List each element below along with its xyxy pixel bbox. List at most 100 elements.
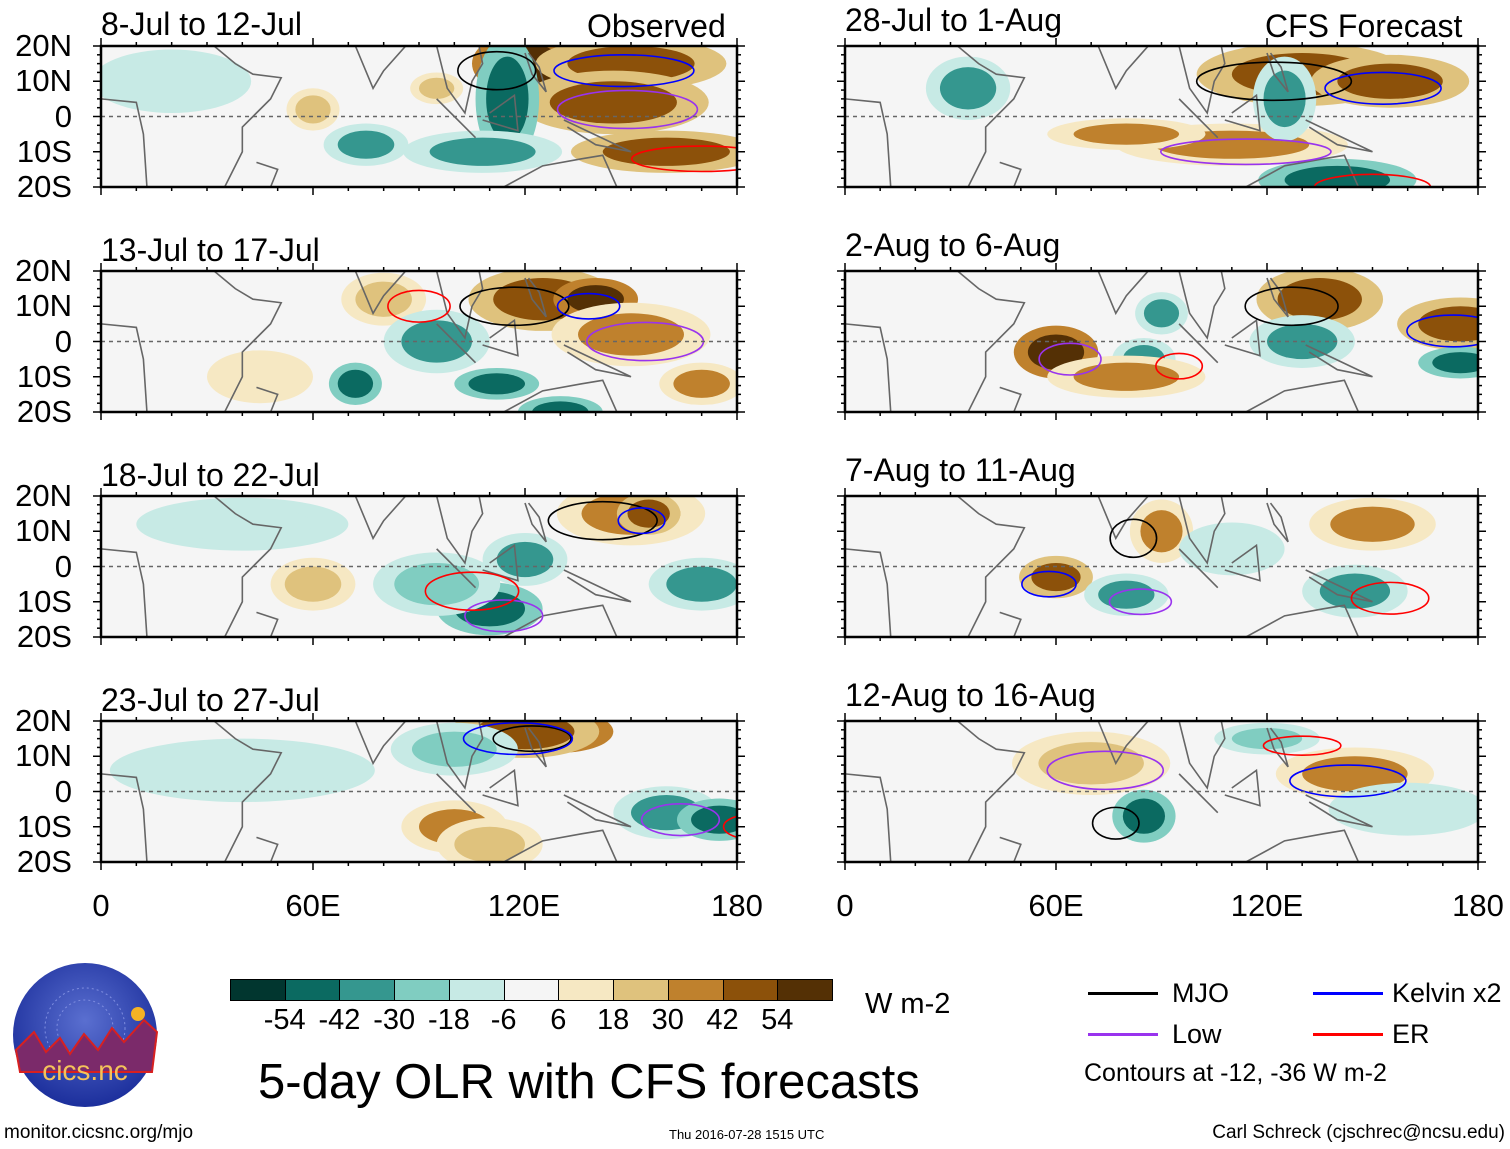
lat-label: 0 — [54, 98, 72, 134]
olr-anomaly — [171, 506, 313, 542]
lat-label: 10N — [15, 513, 72, 549]
map-panel — [837, 713, 1486, 870]
panel-title-6: 2-Aug to 6-Aug — [845, 227, 1061, 263]
map-panel — [837, 488, 1486, 645]
olr-anomaly — [486, 56, 529, 142]
map-panel — [93, 488, 745, 645]
olr-anomaly — [1418, 306, 1478, 342]
colorbar-label: 18 — [596, 1004, 630, 1036]
olr-anomaly — [337, 369, 374, 398]
olr-anomaly — [337, 130, 395, 159]
lon-label: 120E — [487, 888, 561, 923]
olr-anomaly — [691, 805, 737, 834]
olr-anomaly — [355, 281, 412, 317]
legend-er-label: ER — [1392, 1019, 1430, 1049]
lat-label: 10S — [16, 358, 72, 394]
olr-anomaly — [1038, 742, 1144, 785]
lat-label: 0 — [54, 773, 72, 809]
olr-anomaly — [673, 369, 730, 398]
map-panel — [837, 263, 1486, 420]
colorbar-swatch — [613, 979, 669, 1001]
wave-contour — [553, 54, 695, 88]
wave-contour — [464, 599, 544, 633]
observed-label: Observed — [587, 8, 726, 44]
figure-title: 5-day OLR with CFS forecasts — [258, 1055, 920, 1109]
wave-contour — [617, 507, 666, 535]
colorbar-label: -30 — [373, 1004, 416, 1036]
olr-anomaly — [1277, 278, 1362, 321]
colorbar-label: 30 — [651, 1004, 684, 1036]
wave-contour — [462, 721, 574, 756]
wave-contour — [1406, 314, 1478, 348]
lat-label: 20S — [16, 394, 72, 429]
legend-kelvin-label: Kelvin x2 — [1392, 978, 1502, 1008]
olr-anomaly — [1302, 756, 1408, 792]
olr-anomaly — [1354, 791, 1461, 827]
olr-anomaly — [1073, 362, 1180, 391]
panel-title-8: 12-Aug to 16-Aug — [845, 677, 1096, 713]
wave-contour — [556, 292, 621, 320]
wave-contour — [1021, 570, 1077, 598]
panel-title-3: 18-Jul to 22-Jul — [101, 457, 320, 493]
colorbar-label: 6 — [550, 1004, 567, 1036]
wave-contour — [387, 289, 451, 323]
colorbar-swatch — [777, 979, 833, 1001]
olr-anomaly — [394, 562, 480, 606]
colorbar-label: 42 — [706, 1004, 739, 1036]
olr-anomaly — [284, 566, 342, 602]
lat-label: 20N — [15, 478, 72, 513]
olr-anomaly — [1196, 531, 1268, 567]
olr-maps — [93, 38, 1486, 870]
olr-anomaly — [549, 81, 677, 124]
legend-low-line — [1088, 1033, 1158, 1036]
olr-anomaly — [627, 499, 670, 528]
legend-kelvin-line — [1313, 992, 1383, 995]
olr-anomaly — [1330, 506, 1415, 542]
cfs-forecast-label: CFS Forecast — [1265, 8, 1463, 44]
map-panel — [93, 713, 745, 870]
units-label: W m-2 — [865, 988, 951, 1020]
olr-anomaly — [1337, 63, 1443, 99]
wave-contour — [424, 571, 520, 612]
colorbar-swatch — [448, 979, 505, 1001]
olr-anomaly — [666, 566, 737, 602]
lat-label: 10S — [16, 808, 72, 844]
colorbar-swatch — [722, 979, 779, 1001]
olr-anomaly — [468, 373, 525, 395]
wave-contour — [640, 803, 721, 837]
colorbar-swatch — [558, 979, 615, 1001]
wave-contour — [1046, 750, 1165, 791]
olr-anomaly — [429, 137, 536, 166]
legend-er-line — [1313, 1033, 1383, 1036]
lat-label: 20N — [15, 703, 72, 738]
wave-contour — [1038, 342, 1102, 376]
panel-title-1: 8-Jul to 12-Jul — [101, 6, 302, 42]
contour-note: Contours at -12, -36 W m-2 — [1084, 1059, 1387, 1087]
lon-label: 180 — [711, 888, 763, 923]
colorbar-label: -6 — [490, 1004, 517, 1036]
legend-mjo-line — [1088, 992, 1158, 995]
olr-anomaly — [1122, 798, 1166, 834]
lat-label: 20S — [16, 169, 72, 204]
panel-title-2: 13-Jul to 17-Jul — [101, 232, 320, 268]
lon-label: 60E — [1028, 888, 1084, 923]
wave-contour — [630, 145, 737, 173]
olr-anomaly — [1098, 580, 1155, 609]
wave-contour — [722, 815, 737, 839]
olr-anomaly — [496, 541, 554, 578]
lat-label: 20S — [16, 844, 72, 879]
colorbar-label: 54 — [761, 1004, 794, 1036]
wave-contour — [1350, 581, 1430, 615]
olr-anomaly — [1140, 510, 1183, 553]
wave-contour — [556, 89, 699, 130]
lat-label: 10S — [16, 133, 72, 169]
olr-anomaly — [411, 731, 497, 767]
wave-contour — [547, 500, 658, 541]
website-link[interactable]: monitor.cicsnc.org/mjo — [4, 1122, 194, 1143]
author-credit: Carl Schreck (cjschrec@ncsu.edu) — [1212, 1122, 1505, 1143]
panel-title-7: 7-Aug to 11-Aug — [845, 452, 1076, 488]
colorbar-swatch — [230, 979, 286, 1001]
wave-contour — [492, 725, 572, 753]
wave-contour — [1108, 588, 1173, 616]
lat-label: 20N — [15, 253, 72, 288]
